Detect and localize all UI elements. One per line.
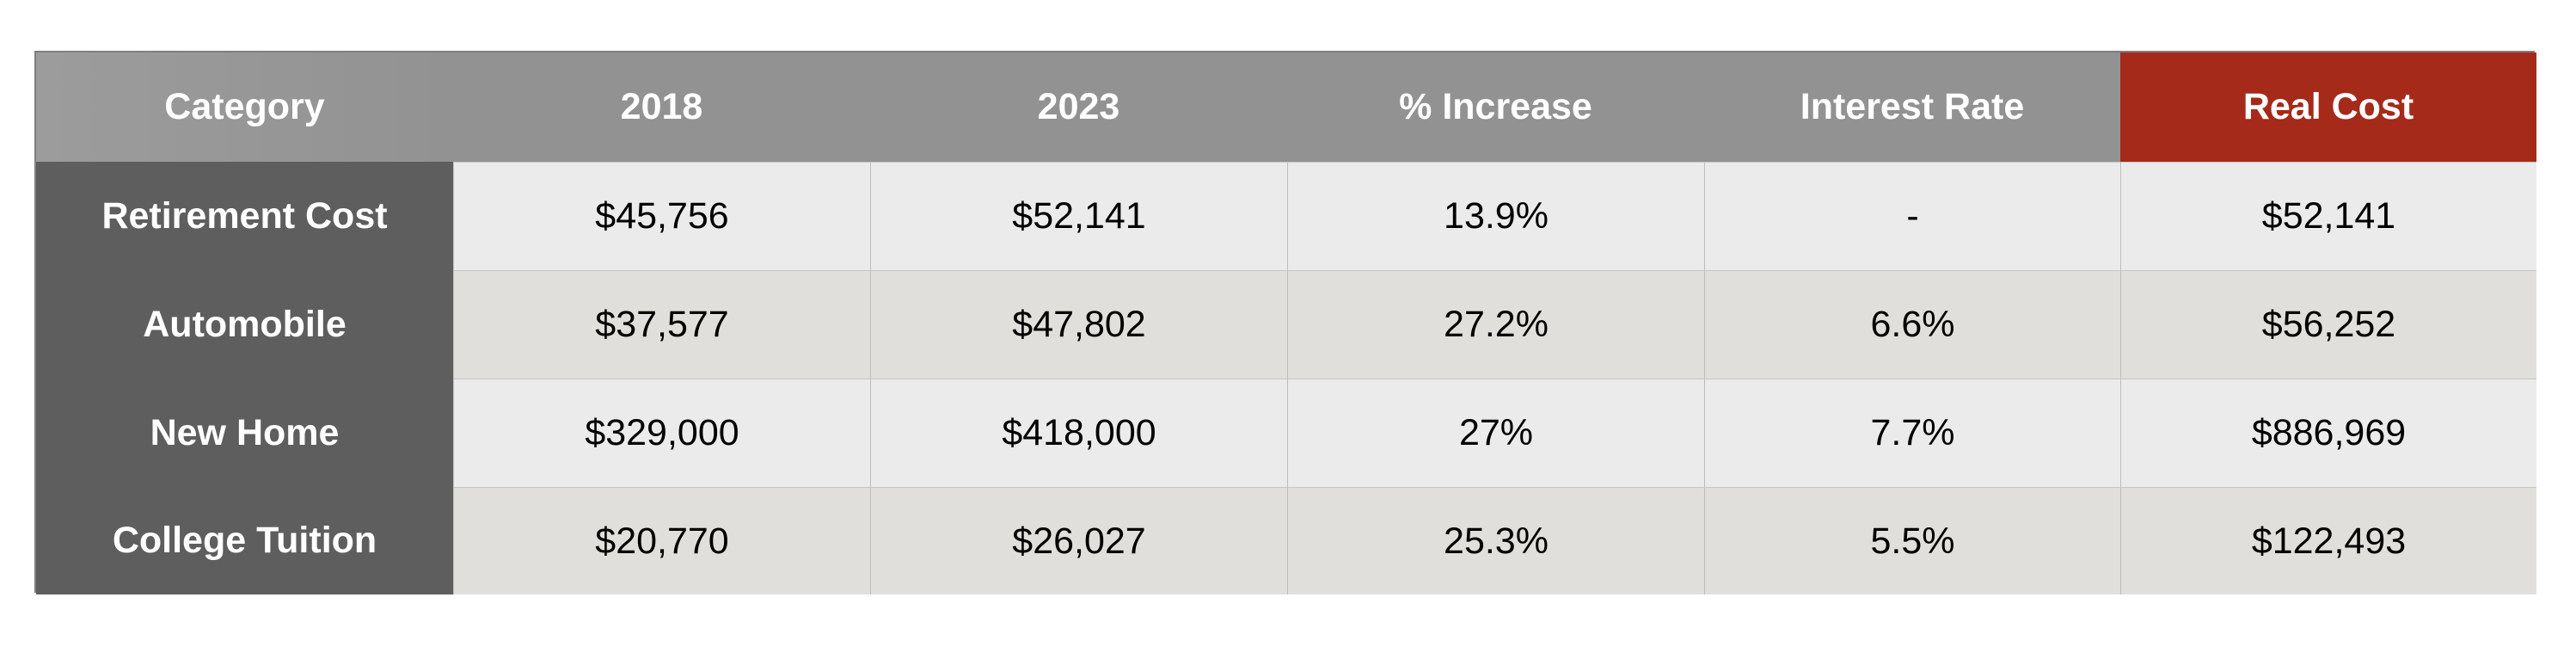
table-cell: $886,969 — [2120, 379, 2536, 487]
table-cell: $418,000 — [870, 379, 1287, 487]
table-cell: 7.7% — [1704, 379, 2120, 487]
header-category: Category — [36, 52, 453, 162]
table-cell: $329,000 — [453, 379, 870, 487]
table-cell: $52,141 — [870, 162, 1287, 270]
table-cell: $20,770 — [453, 487, 870, 594]
table-cell: $122,493 — [2120, 487, 2536, 594]
table-cell: 6.6% — [1704, 270, 2120, 379]
table-cell: $45,756 — [453, 162, 870, 270]
header-interest-rate: Interest Rate — [1704, 52, 2120, 162]
table-cell: $52,141 — [2120, 162, 2536, 270]
cost-comparison-table: Category 2018 2023 % Increase Interest R… — [34, 51, 2536, 594]
table-cell: $26,027 — [870, 487, 1287, 594]
table-cell: 13.9% — [1287, 162, 1704, 270]
row-label-automobile: Automobile — [36, 270, 453, 379]
table-cell: - — [1704, 162, 2120, 270]
table-cell: 27.2% — [1287, 270, 1704, 379]
header-real-cost: Real Cost — [2120, 52, 2536, 162]
table-cell: $56,252 — [2120, 270, 2536, 379]
header-2018: 2018 — [453, 52, 870, 162]
table-cell: 5.5% — [1704, 487, 2120, 594]
header-2023: 2023 — [870, 52, 1287, 162]
table-cell: 25.3% — [1287, 487, 1704, 594]
header-percent-increase: % Increase — [1287, 52, 1704, 162]
table-cell: $47,802 — [870, 270, 1287, 379]
row-label-retirement-cost: Retirement Cost — [36, 162, 453, 270]
row-label-new-home: New Home — [36, 379, 453, 487]
table-cell: 27% — [1287, 379, 1704, 487]
table-cell: $37,577 — [453, 270, 870, 379]
row-label-college-tuition: College Tuition — [36, 487, 453, 594]
